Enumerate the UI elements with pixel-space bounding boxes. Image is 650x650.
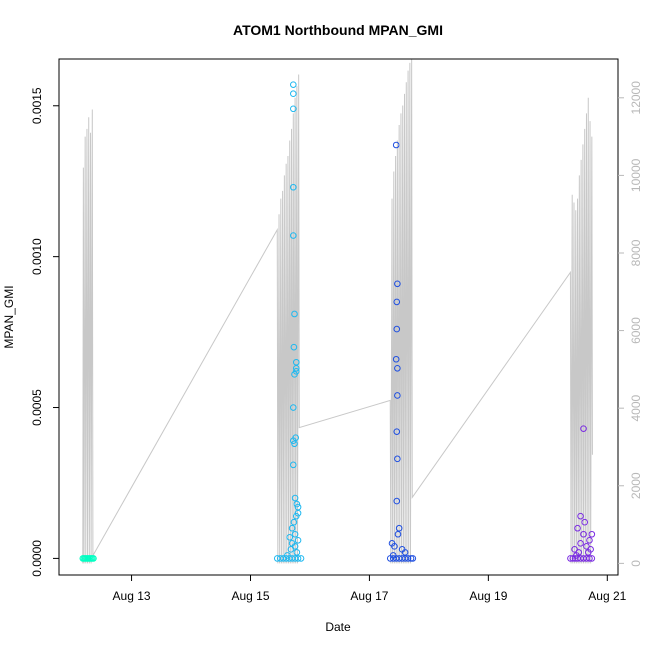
- data-point: [392, 355, 400, 363]
- data-point: [409, 555, 417, 562]
- data-point: [583, 543, 590, 550]
- data-point: [294, 537, 302, 544]
- data-point: [290, 105, 297, 113]
- data-point: [284, 552, 291, 559]
- x-tick-label: Aug 19: [469, 589, 507, 603]
- data-point: [394, 530, 402, 538]
- data-point: [287, 546, 295, 553]
- y-tick-label: 0.0015: [30, 87, 44, 124]
- data-point: [586, 555, 593, 562]
- data-point: [401, 549, 409, 556]
- y-tick-label: 0.0000: [30, 540, 44, 577]
- data-point: [574, 524, 581, 532]
- data-point: [393, 325, 401, 333]
- data-point: [586, 537, 593, 544]
- data-point: [293, 500, 301, 508]
- data-point: [290, 404, 297, 411]
- y-tick-label: 0.0005: [30, 389, 44, 426]
- data-point: [291, 371, 298, 378]
- data-point: [294, 555, 302, 562]
- data-point: [291, 440, 298, 448]
- data-point: [394, 392, 401, 399]
- data-point: [288, 524, 296, 532]
- x-tick-label: Aug 13: [113, 589, 151, 603]
- data-point: [290, 461, 297, 469]
- y2-tick-label: 0: [629, 560, 643, 567]
- data-point: [290, 437, 297, 445]
- data-point: [580, 425, 587, 432]
- data-point: [393, 298, 401, 306]
- data-point: [290, 343, 298, 351]
- data-point: [290, 232, 297, 239]
- data-point: [393, 428, 401, 435]
- data-point: [395, 524, 403, 532]
- y2-tick-label: 12000: [629, 81, 643, 115]
- x-axis-title: Date: [325, 620, 351, 634]
- data-point: [584, 549, 592, 556]
- data-point: [567, 555, 574, 562]
- x-tick-label: Aug 17: [350, 589, 388, 603]
- data-point: [577, 540, 584, 547]
- data-point: [291, 543, 299, 550]
- data-point: [391, 543, 398, 550]
- y-axis-right: 0 2000 4000 6000 8000 10000 12000: [618, 81, 643, 567]
- secondary-series-line: [82, 58, 593, 564]
- chart-title: ATOM1 Northbound MPAN_GMI: [233, 22, 443, 38]
- plot-area: [79, 58, 596, 564]
- data-point: [90, 555, 97, 562]
- y-axis-left: 0.0000 0.0005 0.0010 0.0015: [30, 87, 59, 577]
- data-point: [588, 530, 596, 538]
- data-point: [290, 183, 297, 191]
- y-axis-title: MPAN_GMI: [2, 285, 16, 348]
- data-point: [290, 518, 298, 526]
- y-tick-label: 0.0010: [30, 238, 44, 275]
- data-point: [292, 365, 300, 372]
- data-point: [394, 455, 401, 463]
- y2-tick-label: 2000: [629, 472, 643, 499]
- data-point: [392, 141, 400, 149]
- y2-tick-label: 6000: [629, 317, 643, 344]
- data-point: [577, 512, 584, 520]
- data-point: [389, 552, 397, 559]
- data-point: [404, 555, 412, 562]
- y2-tick-label: 4000: [629, 395, 643, 422]
- data-point: [571, 546, 578, 553]
- y2-tick-label: 8000: [629, 239, 643, 266]
- y2-tick-label: 10000: [629, 158, 643, 192]
- data-point: [291, 494, 299, 502]
- data-point: [291, 310, 298, 318]
- data-point: [581, 518, 589, 526]
- data-point: [407, 555, 415, 562]
- data-point: [290, 90, 297, 97]
- x-axis: Aug 13 Aug 15 Aug 17 Aug 19 Aug 21: [113, 575, 627, 603]
- data-point: [393, 497, 401, 505]
- x-tick-label: Aug 21: [588, 589, 626, 603]
- data-point: [588, 555, 596, 562]
- data-point: [394, 280, 401, 288]
- data-point: [291, 530, 299, 538]
- x-tick-label: Aug 15: [231, 589, 269, 603]
- data-point: [580, 530, 587, 538]
- data-point: [394, 365, 401, 372]
- data-point: [573, 552, 580, 559]
- data-point: [292, 512, 300, 520]
- data-point: [293, 549, 301, 556]
- plot-frame: [58, 58, 619, 576]
- data-point: [297, 555, 305, 562]
- data-point: [286, 533, 294, 541]
- data-point: [290, 81, 297, 88]
